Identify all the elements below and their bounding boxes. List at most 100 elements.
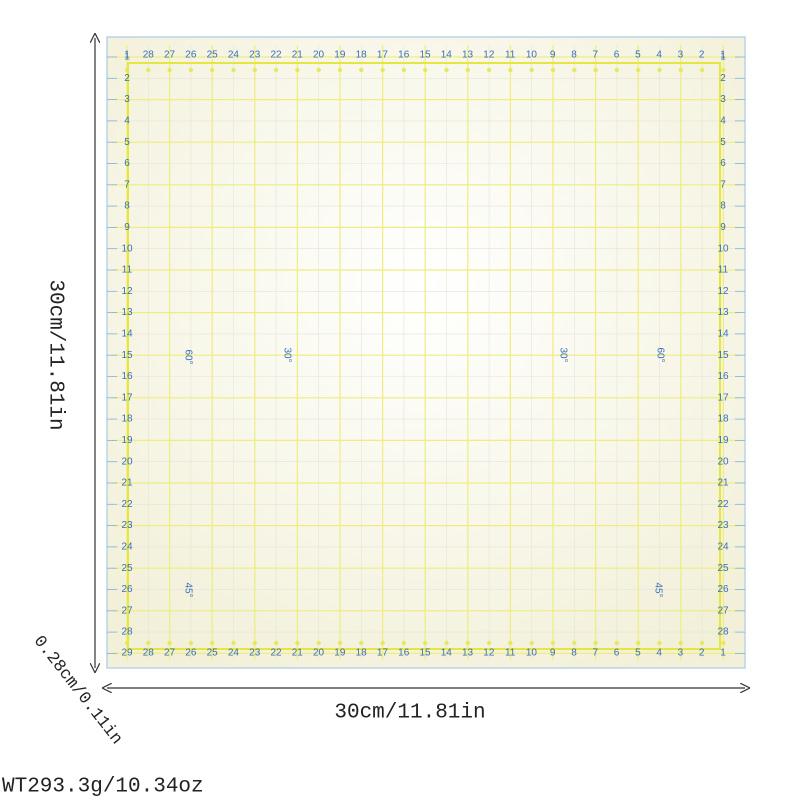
- ruler-number: 4: [720, 116, 726, 127]
- ruler-number: 18: [717, 414, 729, 425]
- ruler-number: 13: [462, 50, 474, 61]
- angle-label: 45°: [182, 582, 193, 597]
- edge-dot: [337, 67, 343, 73]
- ruler-number: 22: [121, 499, 133, 510]
- edge-dot: [359, 640, 364, 646]
- ruler-number: 14: [441, 50, 453, 61]
- ruler-number: 5: [635, 648, 641, 659]
- width-label: 30cm/11.81in: [334, 702, 485, 725]
- ruler: [106, 36, 746, 669]
- edge-dot: [316, 67, 321, 73]
- ruler-number: 12: [483, 50, 495, 61]
- ruler-number: 28: [143, 50, 155, 61]
- ruler-number: 18: [356, 50, 368, 61]
- edge-dot: [188, 640, 194, 646]
- ruler-number: 27: [164, 50, 176, 61]
- edge-dot: [210, 640, 215, 646]
- ruler-number: 25: [207, 648, 219, 659]
- angle-label: 60°: [654, 347, 665, 362]
- ruler-number: 22: [270, 50, 282, 61]
- ruler-number: 28: [121, 627, 133, 638]
- edge-dot: [550, 67, 556, 73]
- ruler-number: 28: [717, 627, 729, 638]
- ruler-number: 5: [635, 50, 641, 61]
- ruler-number: 25: [207, 50, 219, 61]
- ruler-number: 6: [614, 50, 620, 61]
- edge-dot: [295, 640, 300, 646]
- ruler-number: 12: [483, 648, 495, 659]
- ruler-number: 9: [124, 222, 130, 233]
- ruler-number: 27: [164, 648, 176, 659]
- edge-dot: [636, 67, 641, 73]
- edge-dot: [529, 67, 534, 73]
- edge-dot: [146, 67, 151, 73]
- ruler-number: 25: [717, 563, 729, 574]
- ruler-number: 5: [124, 137, 130, 148]
- ruler-number: 2: [720, 73, 726, 84]
- ruler-number: 24: [228, 648, 240, 659]
- ruler-number: 14: [717, 329, 729, 340]
- ruler-number: 10: [121, 243, 133, 254]
- edge-dot: [273, 67, 279, 73]
- ruler-number: 20: [717, 456, 729, 467]
- ruler-number: 12: [717, 286, 729, 297]
- ruler-number: 6: [720, 158, 726, 169]
- ruler-number: 29: [121, 648, 133, 659]
- ruler-number: 16: [398, 648, 410, 659]
- ruler-number: 23: [121, 520, 133, 531]
- edge-dot: [167, 640, 172, 646]
- ruler-number: 16: [398, 50, 410, 61]
- edge-dot: [167, 67, 172, 73]
- ruler-number: 26: [717, 584, 729, 595]
- ruler-number: 1: [124, 52, 130, 63]
- ruler-number: 15: [717, 350, 729, 361]
- edge-dot: [188, 67, 194, 73]
- edge-dot: [657, 67, 662, 73]
- ruler-number: 24: [717, 542, 729, 553]
- edge-dot: [401, 640, 407, 646]
- ruler-number: 10: [526, 50, 538, 61]
- ruler-number: 19: [334, 50, 346, 61]
- ruler-number: 1: [720, 648, 726, 659]
- ruler-number: 7: [124, 179, 130, 190]
- ruler-number: 16: [121, 371, 133, 382]
- edge-dot: [657, 640, 662, 646]
- inner-frame: [127, 62, 721, 650]
- ruler-number: 3: [678, 50, 684, 61]
- ruler-number: 7: [593, 648, 599, 659]
- edge-dot: [444, 67, 449, 73]
- edge-dot: [699, 67, 705, 73]
- ruler-number: 25: [121, 563, 133, 574]
- ruler-number: 11: [122, 265, 133, 276]
- ruler-number: 21: [292, 648, 304, 659]
- edge-dot: [423, 640, 428, 646]
- edge-dot: [252, 640, 257, 646]
- ruler-number: 13: [717, 307, 729, 318]
- ruler-number: 17: [377, 50, 389, 61]
- ruler-number: 4: [656, 648, 662, 659]
- ruler-number: 22: [270, 648, 282, 659]
- edge-dot: [231, 640, 236, 646]
- ruler-number: 17: [717, 392, 729, 403]
- ruler-number: 5: [720, 137, 726, 148]
- ruler-number: 8: [124, 201, 130, 212]
- edge-dot: [678, 640, 683, 646]
- edge-dot: [444, 640, 449, 646]
- ruler-number: 2: [124, 73, 130, 84]
- ruler-number: 15: [121, 350, 133, 361]
- ruler-number: 27: [717, 605, 729, 616]
- edge-dot: [486, 67, 492, 73]
- weight-label: WT293.3g/10.34oz: [2, 776, 204, 799]
- edge-dot: [572, 67, 577, 73]
- ruler-number: 27: [121, 605, 133, 616]
- edge-dot: [508, 640, 513, 646]
- ruler-number: 19: [334, 648, 346, 659]
- ruler-numbers: 1 28 27 26 25 24 23 22 21 20 19 18 17 16 15 14 13 12 11 10 9…: [121, 50, 729, 659]
- ruler-number: 19: [717, 435, 729, 446]
- edge-dot: [337, 640, 343, 646]
- edge-dot: [636, 640, 641, 646]
- ruler-number: 15: [419, 648, 431, 659]
- ruler-number: 22: [717, 499, 729, 510]
- edge-dot: [465, 67, 470, 73]
